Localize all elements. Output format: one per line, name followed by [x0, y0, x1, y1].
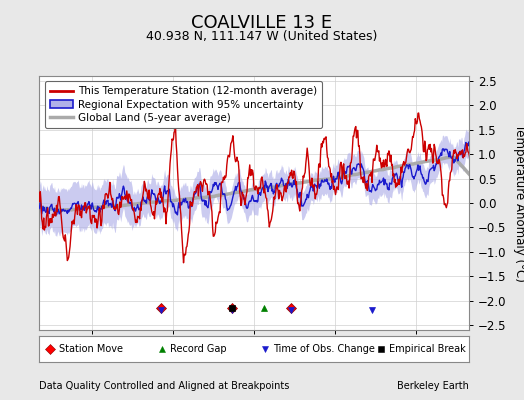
Y-axis label: Temperature Anomaly (°C): Temperature Anomaly (°C): [513, 124, 524, 282]
Text: Record Gap: Record Gap: [170, 344, 227, 354]
Text: 40.938 N, 111.147 W (United States): 40.938 N, 111.147 W (United States): [146, 30, 378, 43]
Text: COALVILLE 13 E: COALVILLE 13 E: [191, 14, 333, 32]
Text: Data Quality Controlled and Aligned at Breakpoints: Data Quality Controlled and Aligned at B…: [39, 381, 290, 391]
Text: Empirical Break: Empirical Break: [389, 344, 466, 354]
Text: Time of Obs. Change: Time of Obs. Change: [274, 344, 375, 354]
Legend: This Temperature Station (12-month average), Regional Expectation with 95% uncer: This Temperature Station (12-month avera…: [45, 81, 322, 128]
Text: Berkeley Earth: Berkeley Earth: [397, 381, 469, 391]
Text: Station Move: Station Move: [59, 344, 123, 354]
